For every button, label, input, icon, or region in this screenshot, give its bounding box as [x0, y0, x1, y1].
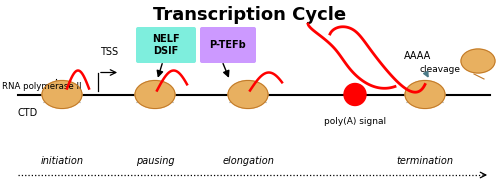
Ellipse shape [42, 81, 82, 108]
Text: Transcription Cycle: Transcription Cycle [154, 6, 346, 24]
FancyBboxPatch shape [136, 27, 196, 63]
Ellipse shape [228, 81, 268, 108]
Text: pausing: pausing [136, 156, 174, 166]
Text: poly(A) signal: poly(A) signal [324, 116, 386, 125]
FancyBboxPatch shape [200, 27, 256, 63]
Text: termination: termination [396, 156, 454, 166]
Ellipse shape [461, 49, 495, 73]
Text: P-TEFb: P-TEFb [210, 40, 246, 50]
Text: initiation: initiation [40, 156, 84, 166]
Ellipse shape [405, 81, 445, 108]
Ellipse shape [135, 81, 175, 108]
Ellipse shape [344, 84, 366, 105]
Text: AAAA: AAAA [404, 51, 431, 61]
Text: cleavage: cleavage [420, 64, 461, 74]
Text: NELF
DSIF: NELF DSIF [152, 34, 180, 56]
Text: elongation: elongation [222, 156, 274, 166]
Text: RNA polymerase II: RNA polymerase II [2, 82, 82, 91]
Text: CTD: CTD [18, 108, 38, 118]
Text: TSS: TSS [100, 47, 118, 57]
